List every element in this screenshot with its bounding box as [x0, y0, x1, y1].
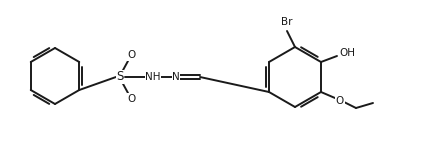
Text: O: O: [128, 50, 136, 60]
Text: Br: Br: [281, 17, 293, 27]
Text: NH: NH: [145, 72, 161, 82]
Text: S: S: [116, 71, 124, 83]
Text: N: N: [172, 72, 180, 82]
Text: O: O: [336, 96, 344, 106]
Text: O: O: [128, 94, 136, 104]
Text: OH: OH: [339, 48, 355, 58]
